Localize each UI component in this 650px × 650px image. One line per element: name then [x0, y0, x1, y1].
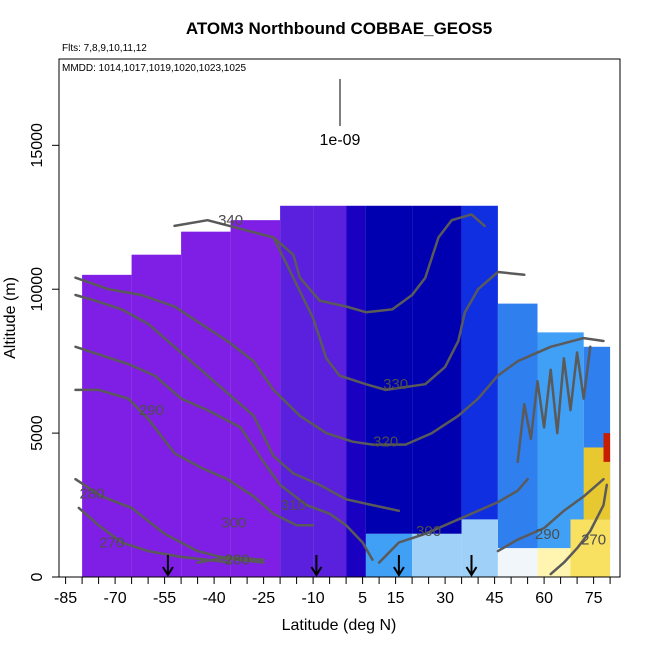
field-cell	[181, 231, 231, 577]
plot-frame	[58, 58, 621, 578]
y-tick-label: 5000	[29, 415, 46, 451]
y-tick-label: 10000	[29, 267, 46, 312]
contour-label: 320	[373, 434, 398, 451]
x-tick-label: 5	[358, 590, 367, 607]
flight-marker-arrowhead	[162, 566, 174, 577]
field-cell	[131, 254, 182, 577]
contour-label: 310	[281, 497, 306, 514]
flight-marker-arrowhead	[393, 566, 405, 577]
contour-layer: 270 280 280 290 300 300 310 320 330 340 290 270	[74, 212, 609, 576]
field-cell	[497, 303, 538, 549]
field-cell	[497, 548, 538, 577]
y-tick-label: 15000	[29, 123, 46, 168]
scale-bar-label: 1e-09	[320, 132, 361, 149]
flight-marker-layer	[162, 555, 478, 577]
contour-label: 280	[225, 552, 250, 569]
x-tick-label: 75	[585, 590, 603, 607]
flight-marker-arrowhead	[465, 566, 478, 577]
contour-line	[74, 345, 374, 561]
contour-line	[74, 293, 401, 513]
chart-title: ATOM3 Northbound COBBAE_GEOS5	[186, 19, 492, 38]
field-cell	[412, 205, 462, 534]
flights-note: Flts: 7,8,9,10,11,12	[62, 43, 147, 54]
field-cell	[412, 533, 462, 577]
field-cell	[346, 205, 366, 577]
x-tick-label: -40	[203, 590, 226, 607]
contour-line	[196, 557, 265, 564]
contour-line	[377, 477, 529, 564]
contour-line	[173, 213, 486, 314]
contour-line	[549, 483, 609, 576]
x-tick-label: -85	[54, 590, 77, 607]
contour-line	[74, 477, 265, 561]
x-tick-label: -25	[252, 590, 275, 607]
x-axis-title: Latitude (deg N)	[282, 617, 397, 634]
contour-label: 300	[416, 523, 441, 540]
contour-line	[74, 276, 605, 446]
x-axis: -85 -70 -55 -40 -25 -10 5 15 30 45 60 75	[54, 577, 611, 607]
x-tick-label: -70	[104, 590, 127, 607]
contour-label: 270	[581, 532, 606, 549]
y-tick-label: 0	[29, 572, 46, 581]
contour-label: 290	[139, 402, 164, 419]
x-tick-label: 60	[535, 590, 553, 607]
contour-line	[272, 236, 526, 392]
contour-line	[516, 345, 592, 464]
contour-label: 330	[383, 376, 408, 393]
contour-line	[74, 388, 315, 527]
y-axis: 0 5000 10000 15000	[29, 123, 59, 581]
x-tick-label: 15	[387, 590, 405, 607]
contour-label: 280	[79, 486, 104, 503]
contour-label: 290	[535, 526, 560, 543]
dates-note: MMDD: 1014,1017,1019,1020,1023,1025	[62, 63, 246, 74]
y-axis-title: Altitude (m)	[2, 277, 19, 359]
contour-label: 300	[221, 514, 246, 531]
field-cell	[603, 433, 611, 462]
flight-marker-arrowhead	[310, 566, 323, 577]
field-cell	[461, 205, 498, 520]
x-tick-label: -55	[153, 590, 176, 607]
x-tick-label: 45	[486, 590, 504, 607]
field-cell	[230, 220, 281, 577]
x-tick-label: 30	[436, 590, 454, 607]
contour-label: 270	[99, 534, 124, 551]
x-tick-label: -10	[302, 590, 325, 607]
field-cell	[365, 205, 413, 534]
contour-line	[496, 477, 605, 553]
contour-label: 340	[218, 212, 243, 229]
heatmap-field	[82, 205, 611, 577]
field-cell	[82, 274, 132, 577]
